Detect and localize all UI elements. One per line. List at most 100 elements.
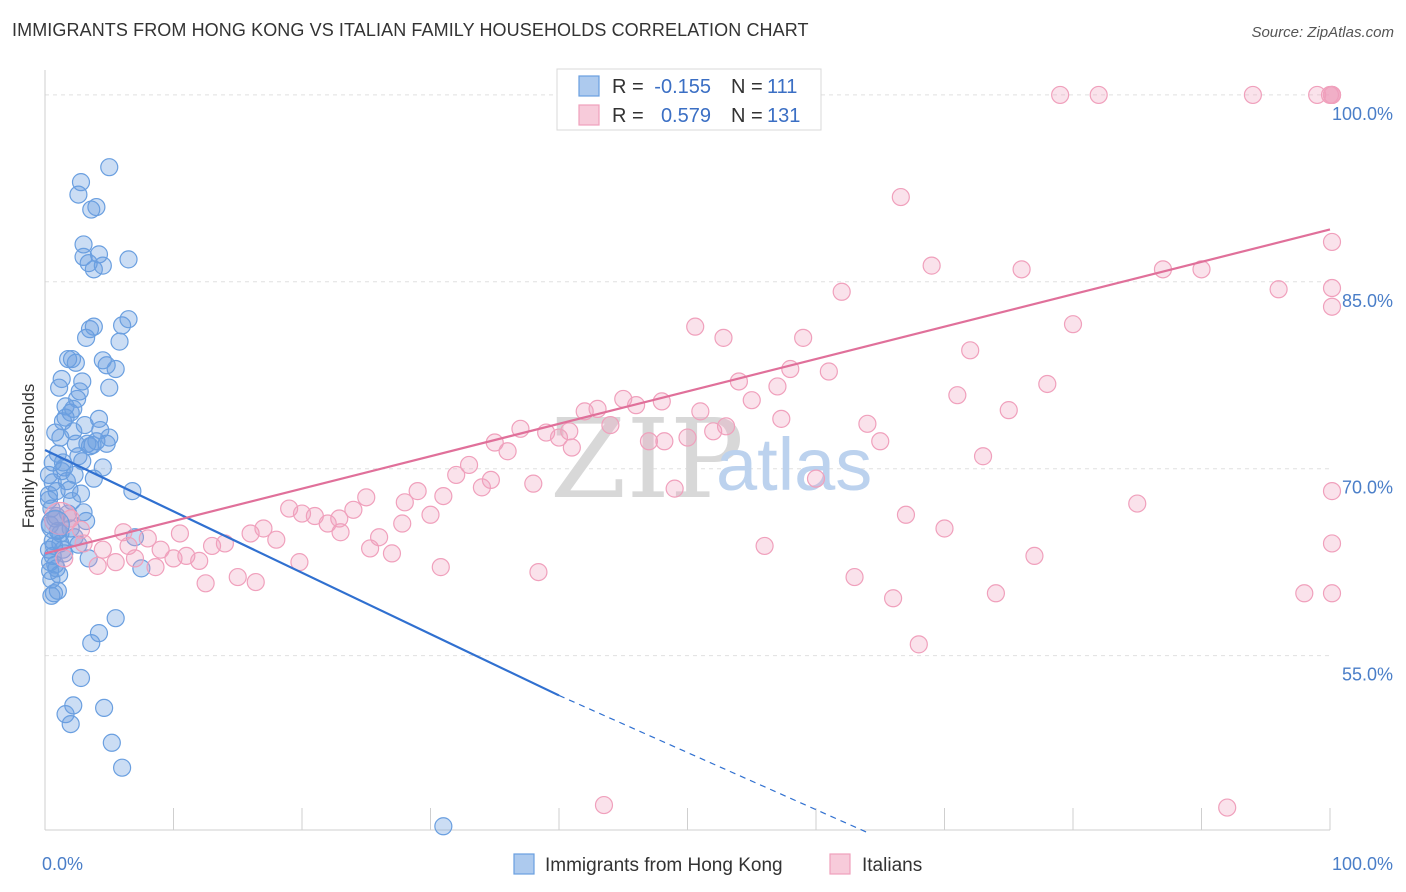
- point-hong-kong: [110, 332, 129, 351]
- point-italians: [524, 474, 543, 493]
- point-italians: [431, 558, 450, 577]
- point-italians: [1012, 260, 1031, 279]
- point-italians: [267, 530, 286, 549]
- legend-n-value: 111: [767, 76, 797, 98]
- point-italians: [55, 549, 74, 568]
- point-italians: [93, 540, 112, 559]
- point-italians: [529, 562, 548, 582]
- point-italians: [891, 187, 910, 207]
- point-italians: [318, 514, 337, 533]
- point-italians: [228, 567, 247, 587]
- point-italians: [330, 509, 349, 528]
- point-italians: [434, 486, 453, 506]
- legend-r-label: R =: [612, 105, 644, 127]
- point-hong-kong: [119, 310, 138, 329]
- point-italians: [686, 317, 705, 336]
- bottom-legend-label: Italians: [862, 855, 922, 876]
- point-italians: [1322, 232, 1342, 252]
- y-tick-label: 70.0%: [1342, 478, 1393, 498]
- point-italians: [961, 341, 980, 360]
- point-italians: [1322, 482, 1342, 501]
- point-italians: [729, 372, 749, 391]
- legend-box: [556, 68, 822, 131]
- point-hong-kong: [93, 256, 112, 275]
- point-hong-kong: [42, 570, 61, 589]
- legend-r-value: -0.155: [654, 76, 711, 98]
- point-hong-kong: [46, 423, 65, 442]
- point-italians: [1295, 584, 1314, 603]
- point-italians: [196, 574, 215, 593]
- legend: R = -0.155 N = 111 R = 0.579 N = 131: [556, 68, 822, 131]
- point-italians: [1322, 85, 1342, 105]
- point-italians: [909, 635, 928, 654]
- point-italians: [1128, 494, 1147, 513]
- point-hong-kong: [68, 389, 87, 409]
- point-italians: [1063, 315, 1083, 334]
- point-italians: [1269, 280, 1288, 299]
- chart-source: Source: ZipAtlas.com: [1251, 24, 1394, 41]
- bottom-legend-swatch: [829, 853, 851, 875]
- point-italians: [1322, 584, 1342, 603]
- point-italians: [246, 572, 265, 592]
- point-hong-kong: [61, 714, 80, 734]
- point-italians: [678, 428, 697, 447]
- x-tick-label: 0.0%: [42, 854, 83, 874]
- point-hong-kong: [82, 200, 101, 219]
- point-italians: [1322, 534, 1342, 553]
- point-hong-kong: [52, 369, 71, 389]
- point-italians: [344, 500, 363, 519]
- point-italians: [742, 391, 761, 410]
- point-italians: [594, 795, 614, 815]
- point-italians: [170, 524, 190, 543]
- point-italians: [999, 401, 1018, 420]
- bottom-legend: Immigrants from Hong Kong Italians: [513, 853, 922, 876]
- legend-n-label: N =: [731, 105, 763, 127]
- point-italians: [357, 488, 376, 507]
- point-italians: [986, 584, 1006, 603]
- point-italians: [716, 417, 736, 436]
- point-italians: [1051, 85, 1070, 105]
- point-italians: [447, 465, 466, 485]
- point-italians: [1025, 546, 1044, 566]
- point-hong-kong: [66, 353, 85, 372]
- watermark-atlas: atlas: [716, 423, 872, 506]
- point-italians: [601, 415, 620, 435]
- point-hong-kong: [93, 351, 112, 370]
- point-italians: [421, 505, 440, 524]
- point-italians: [922, 256, 941, 275]
- point-italians: [755, 536, 774, 556]
- point-hong-kong: [69, 185, 88, 204]
- point-italians: [1322, 278, 1342, 298]
- point-italians: [146, 558, 165, 577]
- point-italians: [948, 386, 967, 405]
- point-italians: [935, 519, 954, 538]
- point-italians: [393, 514, 412, 533]
- point-hong-kong: [89, 624, 109, 643]
- y-tick-label: 85.0%: [1342, 291, 1393, 311]
- y-tick-label: 55.0%: [1342, 665, 1393, 685]
- trend-line-italians: [44, 228, 1331, 555]
- point-hong-kong: [64, 399, 83, 418]
- watermark: ZIP atlas: [550, 395, 872, 523]
- point-italians: [845, 567, 864, 587]
- point-hong-kong: [74, 235, 93, 254]
- point-hong-kong: [434, 817, 453, 836]
- point-italians: [772, 409, 791, 428]
- legend-r-label: R =: [612, 76, 644, 98]
- point-hong-kong: [102, 733, 121, 752]
- point-italians: [190, 551, 209, 570]
- point-hong-kong: [89, 245, 109, 264]
- point-italians: [361, 539, 380, 558]
- point-italians: [1243, 85, 1263, 105]
- point-italians: [498, 442, 517, 461]
- point-italians: [883, 589, 903, 608]
- point-hong-kong: [48, 581, 67, 600]
- x-tick-label: 100.0%: [1332, 854, 1393, 874]
- point-italians: [106, 553, 125, 572]
- point-italians: [896, 505, 916, 524]
- bottom-legend-label: Immigrants from Hong Kong: [545, 855, 783, 876]
- point-italians: [819, 362, 838, 381]
- point-hong-kong: [77, 511, 96, 531]
- point-italians: [382, 544, 402, 563]
